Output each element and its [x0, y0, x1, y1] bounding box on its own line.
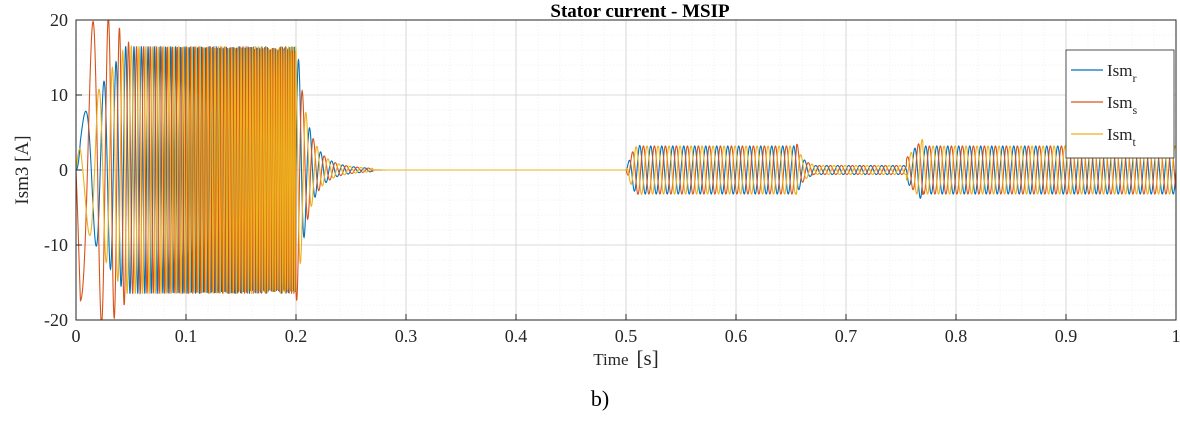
x-tick-label: 0.6 — [725, 326, 748, 346]
figure-caption: b) — [591, 386, 609, 411]
x-tick-label: 0.1 — [175, 326, 198, 346]
y-tick-label: -20 — [44, 310, 68, 330]
x-tick-label: 0.3 — [395, 326, 418, 346]
chart-title: Stator current - MSIP — [550, 1, 730, 22]
x-tick-label: 1 — [1172, 326, 1180, 346]
x-tick-label: 0 — [72, 326, 81, 346]
x-axis-label-unit: [s] — [637, 346, 659, 370]
y-tick-label: -10 — [44, 235, 68, 255]
y-tick-label: 10 — [50, 85, 68, 105]
x-tick-label: 0.4 — [505, 326, 528, 346]
y-axis-label: Ism3 [A] — [12, 135, 33, 204]
x-tick-label: 0.7 — [835, 326, 858, 346]
x-axis-label-main: Time — [593, 350, 628, 369]
x-tick-label: 0.2 — [285, 326, 308, 346]
x-tick-label: 0.9 — [1055, 326, 1078, 346]
y-tick-label: 20 — [50, 10, 68, 30]
y-tick-label: 0 — [59, 160, 68, 180]
x-axis-label: Time [s] — [593, 346, 658, 370]
x-tick-label: 0.5 — [615, 326, 638, 346]
x-tick-label: 0.8 — [945, 326, 968, 346]
